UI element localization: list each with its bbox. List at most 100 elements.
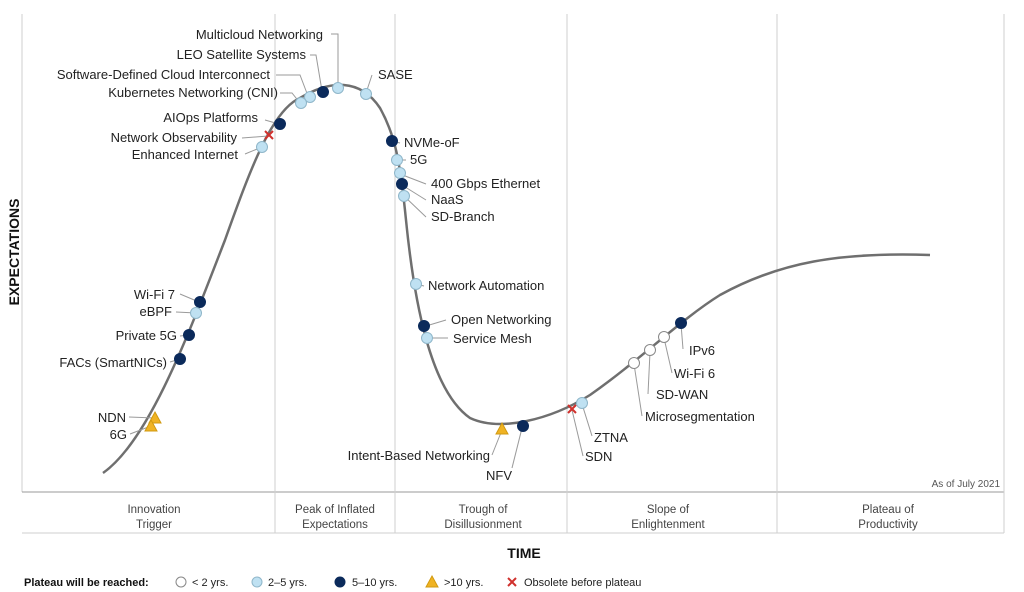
marker-private-5g[interactable] bbox=[183, 329, 195, 341]
marker-400gbps-ethernet[interactable] bbox=[394, 167, 406, 179]
legend-marker-2to5 bbox=[251, 576, 263, 588]
legend-label: Obsolete before plateau bbox=[524, 577, 641, 589]
tech-label: Service Mesh bbox=[453, 331, 532, 346]
leader-line bbox=[511, 427, 523, 469]
phase-label: Slope of bbox=[647, 504, 690, 516]
marker-sd-branch[interactable] bbox=[398, 190, 410, 202]
leader-line bbox=[128, 416, 156, 419]
marker-open-networking[interactable] bbox=[418, 320, 430, 332]
phase-label: Productivity bbox=[858, 519, 918, 531]
tech-label: Multicloud Networking bbox=[196, 27, 323, 42]
y-axis-title: EXPECTATIONS bbox=[6, 199, 22, 306]
leader-line bbox=[241, 135, 269, 139]
legend-label: 2–5 yrs. bbox=[268, 577, 307, 589]
marker-enhanced-internet[interactable] bbox=[256, 141, 268, 153]
marker-aiops-platforms[interactable] bbox=[274, 118, 286, 130]
legend-marker-obsolete bbox=[507, 577, 517, 587]
marker-nfv[interactable] bbox=[517, 420, 529, 432]
tech-label: Microsegmentation bbox=[645, 409, 755, 424]
legend-title: Plateau will be reached: bbox=[24, 577, 149, 589]
tech-label: 6G bbox=[110, 427, 127, 442]
legend-marker-5to10 bbox=[334, 576, 346, 588]
tech-label: Private 5G bbox=[116, 328, 177, 343]
tech-label: ZTNA bbox=[594, 430, 628, 445]
marker-ebpf[interactable] bbox=[190, 307, 202, 319]
tech-label: NDN bbox=[98, 410, 126, 425]
phase-label: Expectations bbox=[302, 519, 368, 531]
marker-sdn[interactable] bbox=[567, 404, 577, 414]
phase-label: Innovation bbox=[127, 504, 180, 516]
marker-service-mesh[interactable] bbox=[421, 332, 433, 344]
tech-label: AIOps Platforms bbox=[163, 110, 258, 125]
tech-label: SD-WAN bbox=[656, 387, 708, 402]
marker-sase[interactable] bbox=[360, 88, 372, 100]
legend-marker-gt10 bbox=[425, 574, 439, 588]
tech-label: Software-Defined Cloud Interconnect bbox=[57, 67, 271, 82]
legend-label: >10 yrs. bbox=[444, 577, 483, 589]
tech-label: SASE bbox=[378, 67, 413, 82]
marker-ztna[interactable] bbox=[576, 397, 588, 409]
tech-label: NFV bbox=[486, 468, 512, 483]
tech-label: NaaS bbox=[431, 192, 464, 207]
leader-line bbox=[571, 409, 584, 457]
legend-label: 5–10 yrs. bbox=[352, 577, 397, 589]
marker-wifi-7[interactable] bbox=[194, 296, 206, 308]
tech-label: Kubernetes Networking (CNI) bbox=[108, 85, 278, 100]
tech-label: 400 Gbps Ethernet bbox=[431, 176, 541, 191]
as-of-note: As of July 2021 bbox=[932, 479, 1001, 490]
technology-labels: Multicloud Networking LEO Satellite Syst… bbox=[57, 27, 755, 483]
leader-line bbox=[647, 351, 651, 395]
tech-label: SD-Branch bbox=[431, 209, 495, 224]
tech-label: Intent-Based Networking bbox=[348, 448, 490, 463]
phase-label: Peak of Inflated bbox=[295, 504, 375, 516]
legend-marker-lt2 bbox=[175, 576, 187, 588]
legend: Plateau will be reached: < 2 yrs. 2–5 yr… bbox=[24, 574, 641, 589]
tech-label: Open Networking bbox=[451, 312, 551, 327]
phase-label: Plateau of bbox=[862, 504, 915, 516]
tech-label: Network Observability bbox=[111, 130, 238, 145]
phase-label: Enlightenment bbox=[631, 519, 705, 531]
tech-label: LEO Satellite Systems bbox=[177, 47, 307, 62]
marker-microsegmentation[interactable] bbox=[628, 357, 640, 369]
marker-6g[interactable] bbox=[144, 418, 158, 432]
tech-label: FACs (SmartNICs) bbox=[59, 355, 167, 370]
leader-line bbox=[331, 33, 339, 88]
marker-ipv6[interactable] bbox=[675, 317, 687, 329]
marker-5g[interactable] bbox=[391, 154, 403, 166]
marker-leo-satellite-systems[interactable] bbox=[317, 86, 329, 98]
marker-kubernetes-networking[interactable] bbox=[295, 97, 307, 109]
marker-naas[interactable] bbox=[396, 178, 408, 190]
phase-label: Trough of bbox=[459, 504, 509, 516]
marker-nvme-of[interactable] bbox=[386, 135, 398, 147]
marker-multicloud-networking[interactable] bbox=[332, 82, 344, 94]
tech-label: Enhanced Internet bbox=[132, 147, 239, 162]
marker-facs-smartnics[interactable] bbox=[174, 353, 186, 365]
phase-label: Disillusionment bbox=[444, 519, 522, 531]
leader-line bbox=[663, 337, 673, 374]
marker-sd-wan[interactable] bbox=[644, 344, 656, 356]
legend-label: < 2 yrs. bbox=[192, 577, 228, 589]
x-axis-title: TIME bbox=[507, 545, 540, 561]
hype-curve bbox=[102, 83, 931, 475]
phase-label: Trigger bbox=[136, 519, 172, 531]
markers bbox=[144, 82, 687, 435]
leader-line bbox=[633, 363, 643, 417]
tech-label: Wi-Fi 6 bbox=[674, 366, 715, 381]
marker-sd-cloud-interconnect[interactable] bbox=[304, 91, 316, 103]
leader-line bbox=[310, 54, 323, 92]
tech-label: eBPF bbox=[139, 304, 172, 319]
marker-intent-based-networking[interactable] bbox=[495, 421, 509, 435]
tech-label: Wi-Fi 7 bbox=[134, 287, 175, 302]
marker-wifi-6[interactable] bbox=[658, 331, 670, 343]
tech-label: NVMe-oF bbox=[404, 135, 460, 150]
tech-label: Network Automation bbox=[428, 278, 544, 293]
tech-label: SDN bbox=[585, 449, 612, 464]
marker-network-observability[interactable] bbox=[264, 130, 274, 140]
leader-line bbox=[581, 403, 593, 437]
marker-network-automation[interactable] bbox=[410, 278, 422, 290]
grid bbox=[21, 14, 1005, 534]
marker-ndn[interactable] bbox=[148, 410, 162, 424]
tech-label: 5G bbox=[410, 152, 427, 167]
phase-labels: Innovation Trigger Peak of Inflated Expe… bbox=[127, 504, 918, 531]
